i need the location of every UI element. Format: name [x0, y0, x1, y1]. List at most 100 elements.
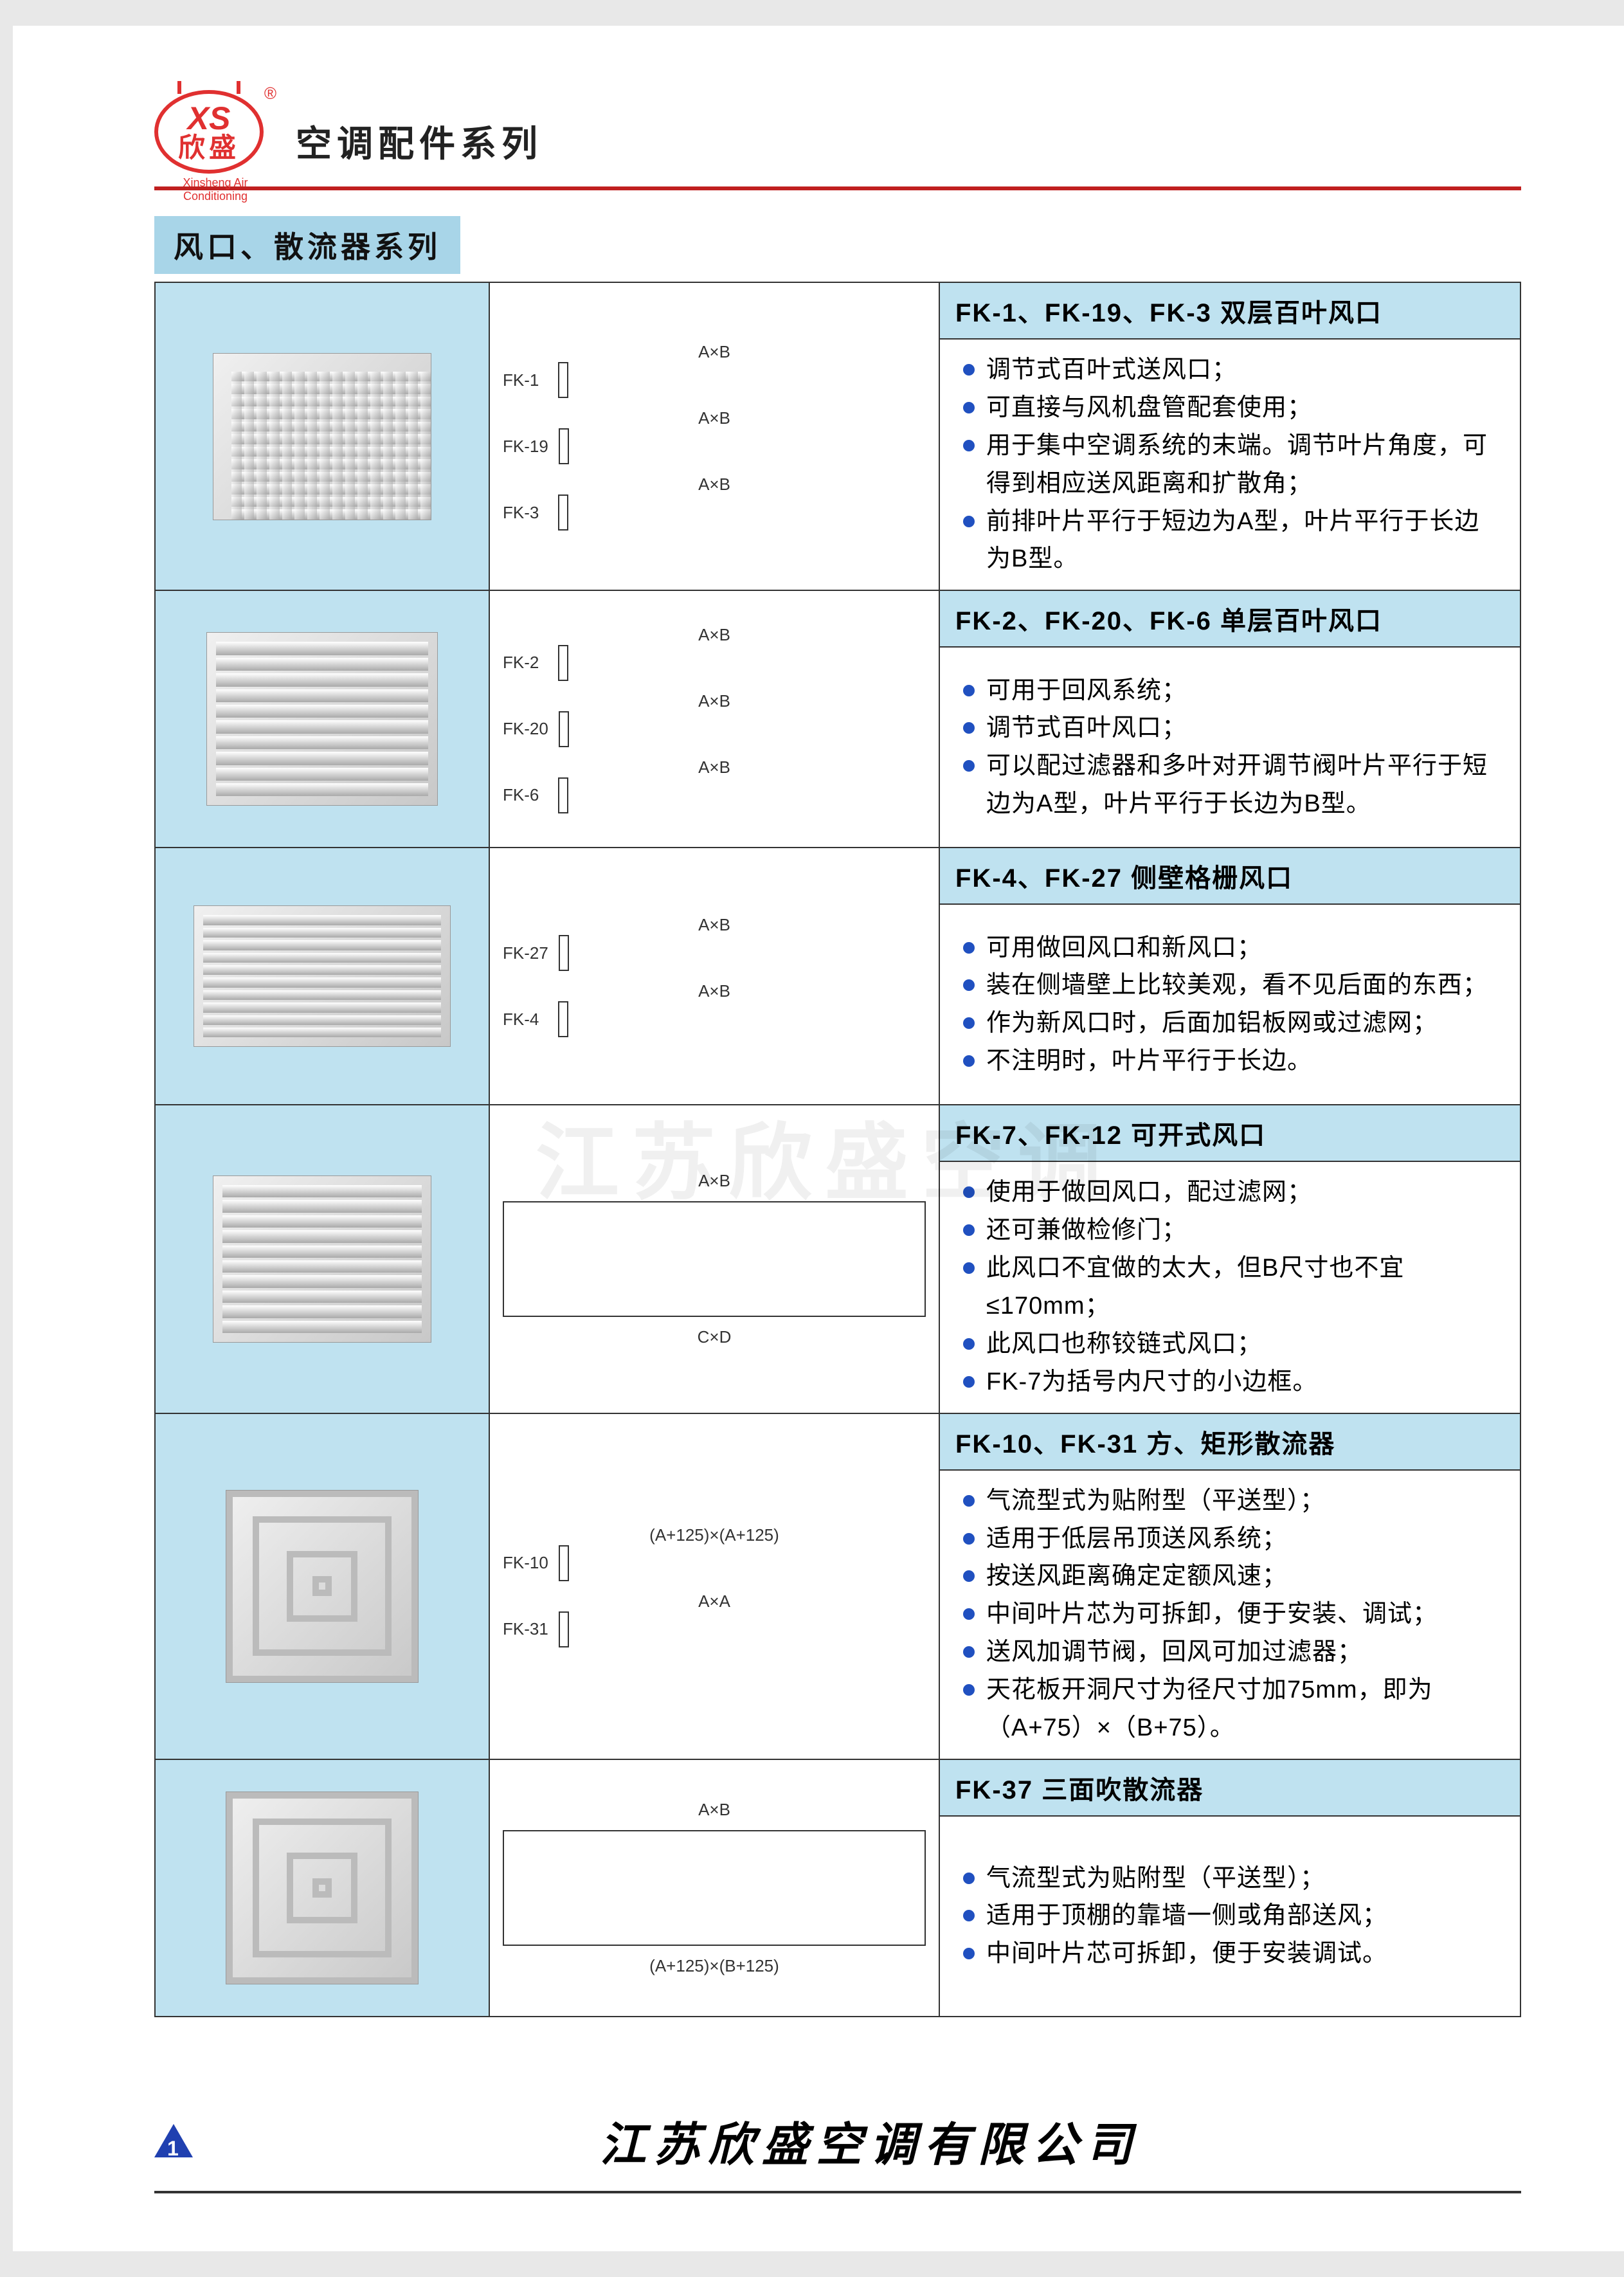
- feature-item: 调节式百叶式送风口；: [959, 351, 1501, 389]
- logo-xs-text: XS: [188, 102, 231, 134]
- product-title: FK-37 三面吹散流器: [940, 1760, 1520, 1817]
- product-photo: [213, 353, 431, 520]
- brand-logo: ® XS 欣盛 Xinsheng Air Conditioning: [154, 90, 276, 180]
- registered-mark: ®: [264, 84, 276, 104]
- feature-item: 此风口不宜做的太大，但B尺寸也不宜≤170mm；: [959, 1249, 1501, 1325]
- product-photo: [213, 1175, 431, 1343]
- technical-diagram: A×B FK-1 A×B FK-19 A×B FK-3: [503, 296, 926, 577]
- feature-item: 此风口也称铰链式风口；: [959, 1325, 1501, 1363]
- feature-list: 使用于做回风口，配过滤网；还可兼做检修门；此风口不宜做的太大，但B尺寸也不宜≤1…: [959, 1174, 1501, 1401]
- diagram-model-label: FK-3: [503, 503, 548, 523]
- dimension-label: (A+125)×(A+125): [503, 1525, 926, 1545]
- page-header: ® XS 欣盛 Xinsheng Air Conditioning 空调配件系列: [154, 90, 1521, 180]
- feature-item: 可以配过滤器和多叶对开调节阀叶片平行于短边为A型，叶片平行于长边为B型。: [959, 747, 1501, 823]
- diagram-model-label: FK-19: [503, 437, 548, 457]
- feature-list: 气流型式为贴附型（平送型）；适用于低层吊顶送风系统；按送风距离确定定额风速；中间…: [959, 1482, 1501, 1747]
- dimension-label: A×B: [503, 475, 926, 494]
- feature-item: 气流型式为贴附型（平送型）；: [959, 1482, 1501, 1520]
- product-title: FK-2、FK-20、FK-6 单层百叶风口: [940, 591, 1520, 648]
- product-photo: [206, 632, 438, 806]
- feature-item: 送风加调节阀，回风可加过滤器；: [959, 1633, 1501, 1671]
- photo-cell: [156, 1105, 490, 1413]
- company-name: 江苏欣盛空调有限公司: [219, 2107, 1521, 2174]
- dimension-label: A×B: [503, 981, 926, 1001]
- logo-subtitle: Xinsheng Air Conditioning: [154, 176, 276, 203]
- technical-diagram: A×BFK-2A×BFK-20A×BFK-6: [503, 604, 926, 834]
- feature-item: 气流型式为贴附型（平送型）；: [959, 1860, 1501, 1898]
- dimension-label: A×B: [503, 757, 926, 777]
- photo-cell: [156, 591, 490, 848]
- dimension-label: A×B: [503, 625, 926, 645]
- dimension-label: A×B: [503, 1171, 926, 1191]
- diagram-model-label: FK-10: [503, 1553, 548, 1573]
- dimension-label: (A+125)×(B+125): [503, 1956, 926, 1976]
- product-photo: [226, 1490, 419, 1683]
- feature-item: 装在侧墙壁上比较美观，看不见后面的东西；: [959, 966, 1501, 1004]
- description-cell: FK-1、FK-19、FK-3 双层百叶风口调节式百叶式送风口；可直接与风机盘管…: [940, 283, 1521, 591]
- feature-item: 作为新风口时，后面加铝板网或过滤网；: [959, 1004, 1501, 1042]
- diagram-cell: A×BFK-27A×BFK-4: [490, 848, 940, 1105]
- page-number: 1: [167, 2137, 179, 2161]
- feature-item: 调节式百叶风口；: [959, 709, 1501, 747]
- product-photo: [194, 905, 451, 1047]
- catalog-page: ® XS 欣盛 Xinsheng Air Conditioning 空调配件系列…: [13, 26, 1624, 2251]
- logo-ring-icon: XS 欣盛: [154, 90, 264, 174]
- product-photo: [226, 1792, 419, 1984]
- diagram-cell: A×B (A+125)×(B+125): [490, 1760, 940, 2017]
- page-title: 空调配件系列: [296, 115, 543, 180]
- photo-cell: [156, 283, 490, 591]
- feature-list: 气流型式为贴附型（平送型）；适用于顶棚的靠墙一侧或角部送风；中间叶片芯可拆卸，便…: [959, 1860, 1501, 1973]
- description-cell: FK-7、FK-12 可开式风口使用于做回风口，配过滤网；还可兼做检修门；此风口…: [940, 1105, 1521, 1413]
- feature-item: FK-7为括号内尺寸的小边框。: [959, 1363, 1501, 1401]
- description-cell: FK-2、FK-20、FK-6 单层百叶风口可用于回风系统；调节式百叶风口；可以…: [940, 591, 1521, 848]
- feature-item: 还可兼做检修门；: [959, 1211, 1501, 1249]
- feature-item: 可用于回风系统；: [959, 672, 1501, 710]
- feature-item: 适用于顶棚的靠墙一侧或角部送风；: [959, 1897, 1501, 1935]
- page-number-badge: 1: [154, 2124, 193, 2157]
- section-title-wrap: 风口、散流器系列: [154, 216, 1521, 274]
- header-divider: [154, 186, 1521, 190]
- page-footer: 1 江苏欣盛空调有限公司: [154, 2107, 1521, 2174]
- diagram-model-label: FK-4: [503, 1010, 548, 1030]
- diagram-model-label: FK-6: [503, 785, 548, 805]
- product-row: A×BFK-2A×BFK-20A×BFK-6FK-2、FK-20、FK-6 单层…: [156, 591, 1521, 848]
- feature-item: 中间叶片芯可拆卸，便于安装调试。: [959, 1935, 1501, 1973]
- diagram-model-label: FK-1: [503, 370, 548, 390]
- feature-item: 用于集中空调系统的末端。调节叶片角度，可得到相应送风距离和扩散角；: [959, 427, 1501, 503]
- product-row: A×B (A+125)×(B+125) FK-37 三面吹散流器气流型式为贴附型（平…: [156, 1760, 1521, 2017]
- diagram-model-label: FK-31: [503, 1619, 548, 1639]
- diagram-model-label: FK-2: [503, 653, 548, 673]
- product-title: FK-1、FK-19、FK-3 双层百叶风口: [940, 283, 1520, 340]
- photo-cell: [156, 848, 490, 1105]
- product-row: A×BFK-27A×BFK-4FK-4、FK-27 侧壁格栅风口可用做回风口和新…: [156, 848, 1521, 1105]
- dimension-label: A×B: [503, 342, 926, 362]
- product-title: FK-10、FK-31 方、矩形散流器: [940, 1414, 1520, 1471]
- dimension-label: A×B: [503, 1800, 926, 1820]
- technical-diagram: A×B (A+125)×(B+125): [503, 1773, 926, 2003]
- product-table: A×B FK-1 A×B FK-19 A×B FK-3 FK-1、FK-19、FK-3 双层…: [154, 282, 1521, 2017]
- feature-item: 使用于做回风口，配过滤网；: [959, 1174, 1501, 1211]
- diagram-cell: A×B C×D: [490, 1105, 940, 1413]
- technical-diagram: A×B C×D: [503, 1118, 926, 1399]
- product-title: FK-4、FK-27 侧壁格栅风口: [940, 848, 1520, 905]
- description-cell: FK-37 三面吹散流器气流型式为贴附型（平送型）；适用于顶棚的靠墙一侧或角部送…: [940, 1760, 1521, 2017]
- technical-diagram: (A+125)×(A+125)FK-10A×AFK-31: [503, 1427, 926, 1746]
- diagram-cell: A×B FK-1 A×B FK-19 A×B FK-3: [490, 283, 940, 591]
- dimension-label: A×B: [503, 408, 926, 428]
- product-row: A×B C×D FK-7、FK-12 可开式风口使用于做回风口，配过滤网；还可兼做检…: [156, 1105, 1521, 1413]
- diagram-cell: (A+125)×(A+125)FK-10A×AFK-31: [490, 1414, 940, 1760]
- diagram-cell: A×BFK-2A×BFK-20A×BFK-6: [490, 591, 940, 848]
- product-title: FK-7、FK-12 可开式风口: [940, 1105, 1520, 1162]
- dimension-label: C×D: [503, 1327, 926, 1347]
- footer-divider: [154, 2191, 1521, 2193]
- description-cell: FK-4、FK-27 侧壁格栅风口可用做回风口和新风口；装在侧墙壁上比较美观，看…: [940, 848, 1521, 1105]
- product-row: (A+125)×(A+125)FK-10A×AFK-31FK-10、FK-31 …: [156, 1414, 1521, 1760]
- diagram-model-label: FK-20: [503, 719, 548, 739]
- feature-list: 可用做回风口和新风口；装在侧墙壁上比较美观，看不见后面的东西；作为新风口时，后面…: [959, 929, 1501, 1081]
- feature-item: 可用做回风口和新风口；: [959, 929, 1501, 967]
- description-cell: FK-10、FK-31 方、矩形散流器气流型式为贴附型（平送型）；适用于低层吊顶…: [940, 1414, 1521, 1760]
- photo-cell: [156, 1414, 490, 1760]
- feature-item: 前排叶片平行于短边为A型，叶片平行于长边为B型。: [959, 503, 1501, 579]
- feature-item: 中间叶片芯为可拆卸，便于安装、调试；: [959, 1595, 1501, 1633]
- feature-item: 适用于低层吊顶送风系统；: [959, 1520, 1501, 1558]
